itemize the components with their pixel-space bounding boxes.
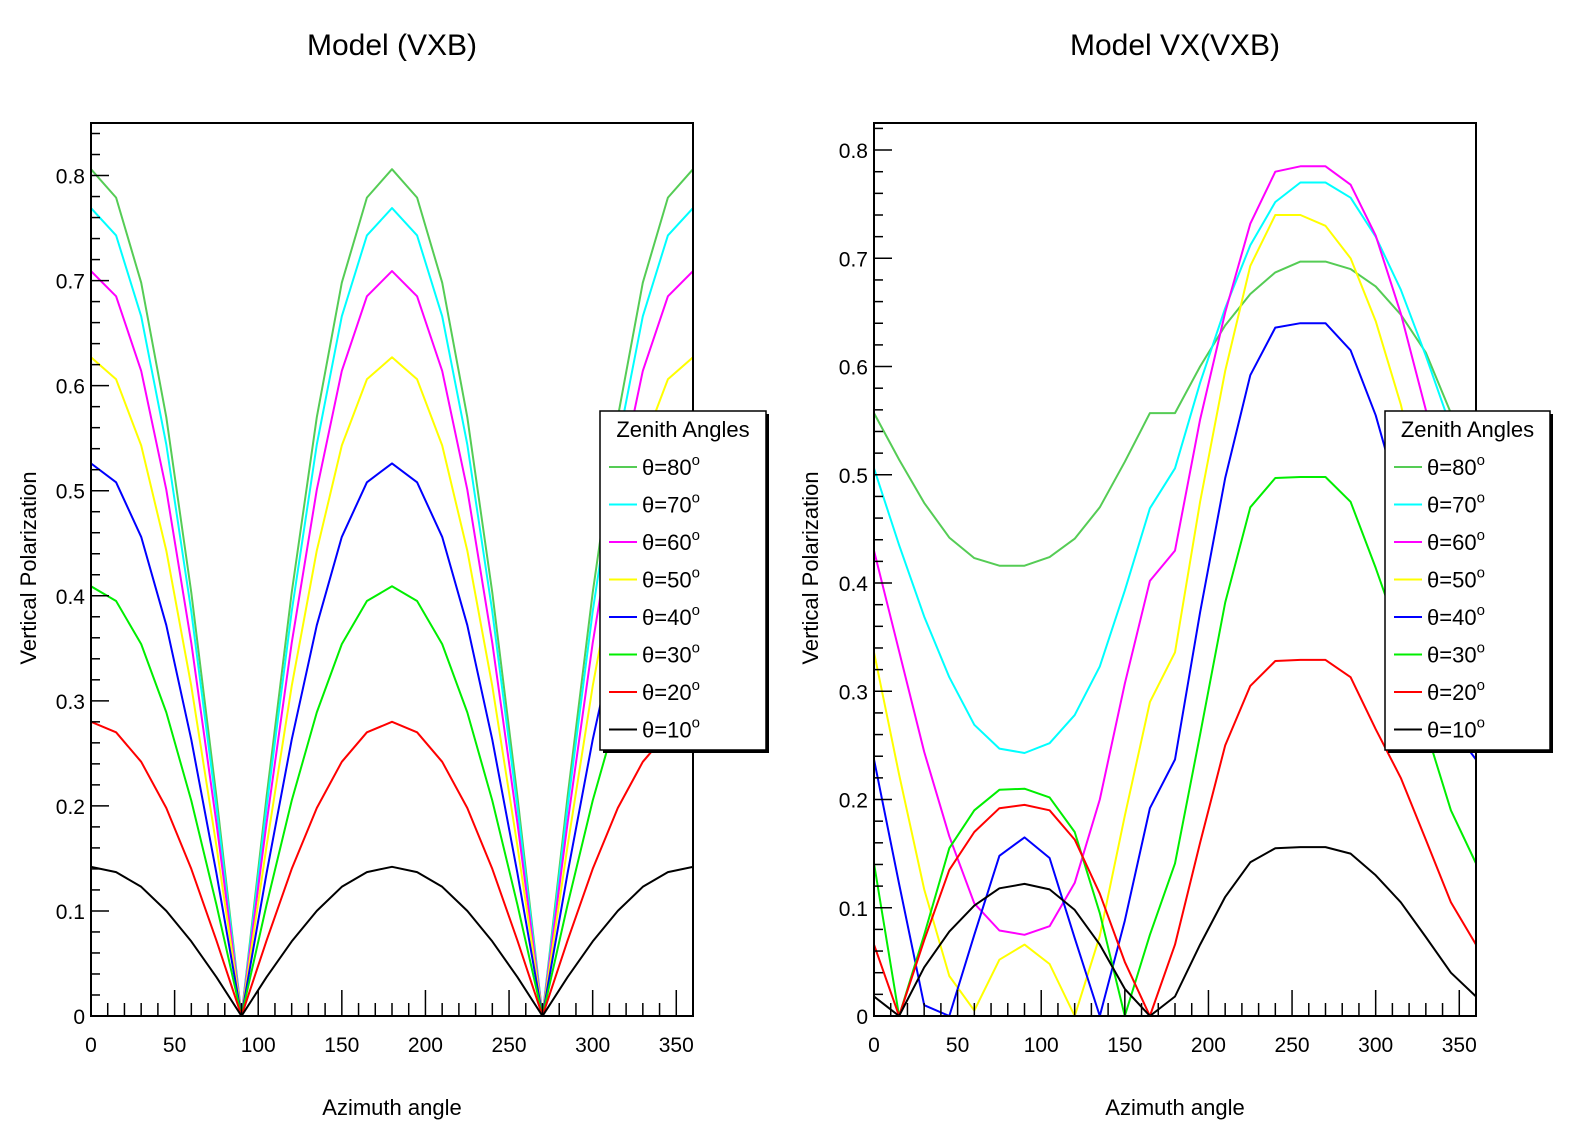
x-tick-label: 0 — [868, 1034, 880, 1057]
x-tick-label: 0 — [85, 1034, 97, 1057]
legend-entry-label: θ=40o — [642, 602, 700, 630]
degree-superscript: o — [692, 640, 700, 657]
y-tick-label: 0.8 — [56, 166, 85, 189]
x-tick-label: 150 — [324, 1034, 359, 1057]
degree-superscript: o — [692, 527, 700, 544]
y-tick-label: 0.2 — [56, 796, 85, 819]
series-line-theta-60 — [91, 270, 693, 1016]
plot-area: 0 50 100 150 200 250 300 350 0 0.1 0.2 0.3 0.4 0.5 0.6… — [56, 122, 769, 1057]
degree-superscript: o — [692, 602, 700, 619]
series-line-theta-10 — [874, 846, 1476, 1016]
y-tick-label: 0.7 — [839, 248, 868, 271]
series-line-theta-40 — [874, 322, 1476, 1016]
legend-entry-label: θ=70o — [642, 490, 700, 518]
degree-superscript: o — [1477, 490, 1485, 507]
x-tick-label: 250 — [492, 1034, 527, 1057]
series-line-theta-30 — [874, 476, 1476, 1016]
legend-entry-label: θ=60o — [1427, 527, 1485, 555]
y-tick-label: 0.6 — [56, 376, 85, 399]
legend-entry-label: θ=60o — [642, 527, 700, 555]
degree-superscript: o — [1477, 602, 1485, 619]
y-tick-label: 0.1 — [839, 898, 868, 921]
degree-superscript: o — [692, 565, 700, 582]
series-line-theta-30 — [91, 585, 693, 1016]
degree-superscript: o — [1477, 527, 1485, 544]
y-tick-label: 0.5 — [56, 481, 85, 504]
legend-entry-label: θ=20o — [1427, 677, 1485, 705]
x-tick-label: 200 — [1191, 1034, 1226, 1057]
series-line-theta-20 — [874, 658, 1476, 1016]
x-tick-label: 250 — [1275, 1034, 1310, 1057]
x-axis-title: Azimuth angle — [1105, 1095, 1244, 1120]
x-tick-label: 300 — [575, 1034, 610, 1057]
series-line-theta-40 — [91, 462, 693, 1016]
y-axis-title: Vertical Polarization — [798, 471, 823, 664]
degree-superscript: o — [1477, 565, 1485, 582]
y-tick-label: 0.5 — [839, 465, 868, 488]
y-tick-label: 0 — [73, 1006, 85, 1029]
x-axis-title: Azimuth angle — [322, 1095, 461, 1120]
legend-entry-label: θ=20o — [642, 677, 700, 705]
legend-entry-label: θ=30o — [642, 640, 700, 668]
x-tick-label: 50 — [163, 1034, 186, 1057]
legend-entry-label: θ=10o — [1427, 715, 1485, 743]
x-tick-label: 350 — [1442, 1034, 1477, 1057]
y-tick-label: 0.4 — [839, 573, 869, 596]
x-tick-label: 50 — [946, 1034, 969, 1057]
y-tick-label: 0.1 — [56, 901, 85, 924]
x-tick-label: 200 — [408, 1034, 443, 1057]
y-tick-label: 0.3 — [56, 691, 85, 714]
x-tick-label: 150 — [1107, 1034, 1142, 1057]
series-line-theta-10 — [91, 865, 693, 1016]
y-tick-label: 0.2 — [839, 790, 868, 813]
degree-superscript: o — [692, 490, 700, 507]
chart-panel-vxb: Model (VXB) Azimuth angle Vertical Polar… — [16, 29, 769, 1120]
x-tick-label: 300 — [1358, 1034, 1393, 1057]
series-line-theta-80 — [91, 168, 693, 1016]
x-tick-label: 100 — [241, 1034, 276, 1057]
series-line-theta-60 — [874, 165, 1476, 936]
legend-title: Zenith Angles — [616, 417, 749, 442]
series-group — [874, 165, 1476, 1016]
y-tick-label: 0.6 — [839, 357, 868, 380]
series-group — [91, 168, 693, 1016]
legend-entry-label: θ=50o — [642, 565, 700, 593]
y-tick-label: 0.7 — [56, 271, 85, 294]
legend-entry-label: θ=10o — [642, 715, 700, 743]
degree-superscript: o — [1477, 640, 1485, 657]
series-line-theta-70 — [91, 207, 693, 1016]
legend-title: Zenith Angles — [1401, 417, 1534, 442]
chart-panel-vx-vxb: Model VX(VXB) Azimuth angle Vertical Pol… — [798, 29, 1553, 1120]
legend: Zenith Angles θ=80o θ=70o θ=60o θ=50o θ=40o θ=… — [1384, 410, 1553, 753]
degree-superscript: o — [1477, 715, 1485, 732]
plot-area: 0 50 100 150 200 250 300 350 0 0.1 0.2 0.3 0.4 0.5 0.6… — [839, 122, 1553, 1057]
x-tick-label: 350 — [659, 1034, 694, 1057]
legend-entry-label: θ=70o — [1427, 490, 1485, 518]
degree-superscript: o — [1477, 677, 1485, 694]
chart-title: Model (VXB) — [307, 29, 477, 62]
legend-entry-label: θ=40o — [1427, 602, 1485, 630]
legend: Zenith Angles θ=80o θ=70o θ=60o θ=50o θ=40o θ=… — [599, 410, 769, 753]
x-tick-label: 100 — [1024, 1034, 1059, 1057]
series-line-theta-80 — [874, 260, 1476, 567]
y-axis-title: Vertical Polarization — [16, 471, 41, 664]
legend-entry-label: θ=80o — [1427, 452, 1485, 480]
series-line-theta-50 — [91, 356, 693, 1016]
legend-entry-label: θ=80o — [642, 452, 700, 480]
legend-entry-label: θ=30o — [1427, 640, 1485, 668]
chart-title: Model VX(VXB) — [1070, 29, 1280, 62]
series-line-theta-20 — [91, 720, 693, 1016]
degree-superscript: o — [692, 715, 700, 732]
y-tick-label: 0.3 — [839, 681, 868, 704]
degree-superscript: o — [1477, 452, 1485, 469]
y-tick-label: 0.4 — [56, 586, 86, 609]
y-tick-label: 0.8 — [839, 140, 868, 163]
degree-superscript: o — [692, 677, 700, 694]
y-tick-label: 0 — [856, 1006, 868, 1029]
legend-entry-label: θ=50o — [1427, 565, 1485, 593]
degree-superscript: o — [692, 452, 700, 469]
